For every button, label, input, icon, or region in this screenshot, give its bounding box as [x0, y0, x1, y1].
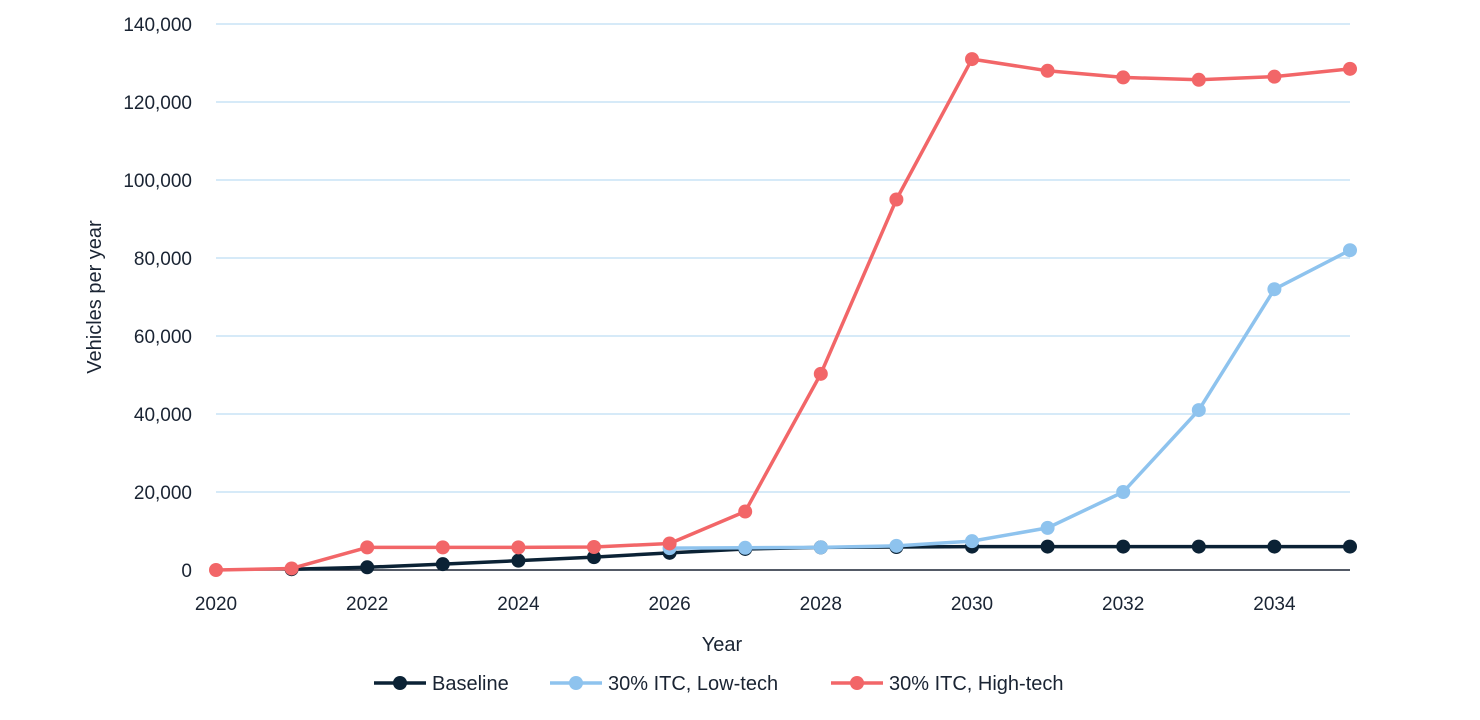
data-point	[1040, 539, 1055, 554]
x-tick-label: 2024	[497, 594, 540, 615]
data-point	[813, 540, 828, 555]
data-point	[738, 540, 753, 555]
y-tick-label: 60,000	[134, 327, 192, 348]
y-tick-label: 40,000	[134, 405, 192, 426]
data-point	[1267, 69, 1282, 84]
series-line	[214, 57, 1352, 572]
x-tick-label: 2022	[346, 594, 388, 615]
y-tick-label: 100,000	[123, 171, 192, 192]
data-point	[1116, 70, 1131, 85]
x-tick-label: 2028	[800, 594, 842, 615]
y-tick-label: 120,000	[123, 93, 192, 114]
data-point	[662, 536, 677, 551]
data-point	[738, 504, 753, 519]
series-line	[667, 248, 1352, 550]
data-point	[1343, 539, 1357, 554]
data-point	[435, 557, 450, 572]
data-point	[1116, 539, 1131, 554]
legend-item-3: 30% ITC, High-tech	[831, 673, 1064, 695]
legend-label: Baseline	[432, 673, 509, 695]
data-point	[1040, 63, 1055, 78]
data-point	[209, 563, 223, 577]
data-point	[965, 534, 979, 549]
x-tick-label: 2034	[1253, 594, 1296, 615]
data-point	[889, 192, 904, 207]
x-axis-title: Year	[702, 634, 743, 656]
data-point	[284, 561, 299, 576]
y-tick-label: 80,000	[134, 249, 192, 270]
legend-label: 30% ITC, Low-tech	[608, 673, 778, 695]
gridlines	[216, 23, 1350, 493]
legend: Baseline 30% ITC, Low-tech 30% ITC, High-t…	[374, 673, 1064, 695]
axes: 0 20,000 40,000 60,000 80,000 100,000 120,000 1…	[123, 15, 1350, 615]
data-point	[1116, 485, 1131, 499]
series-3	[209, 52, 1357, 577]
data-point	[1267, 539, 1282, 554]
legend-label: 30% ITC, High-tech	[889, 673, 1064, 695]
legend-swatch-marker	[569, 676, 583, 690]
data-point	[1191, 72, 1206, 87]
data-point	[1343, 61, 1357, 76]
data-point	[587, 550, 601, 565]
data-point	[435, 540, 450, 555]
data-point	[889, 538, 904, 553]
data-point	[813, 366, 828, 381]
data-point	[1040, 520, 1055, 535]
y-tick-label: 140,000	[123, 15, 192, 36]
x-tick-label: 2026	[648, 594, 690, 615]
legend-swatch-marker	[393, 676, 407, 690]
x-tick-label: 2032	[1102, 594, 1144, 615]
data-point	[587, 539, 601, 554]
legend-item-1: Baseline	[374, 673, 509, 695]
data-point	[360, 560, 375, 575]
data-point	[1191, 539, 1206, 554]
data-point	[511, 553, 526, 568]
x-tick-label: 2020	[195, 594, 237, 615]
data-point	[1343, 243, 1357, 258]
x-tick-label: 2030	[951, 594, 993, 615]
series-group	[209, 52, 1357, 577]
data-point	[1267, 282, 1282, 297]
data-point	[360, 540, 375, 555]
legend-swatch-marker	[850, 676, 864, 690]
data-point	[965, 52, 979, 67]
y-tick-label: 20,000	[134, 483, 192, 504]
legend-item-2: 30% ITC, Low-tech	[550, 673, 778, 695]
series-2	[662, 243, 1357, 556]
y-axis-title: Vehicles per year	[84, 220, 106, 374]
data-point	[1191, 403, 1206, 418]
data-point	[511, 540, 526, 555]
y-tick-label: 0	[181, 561, 192, 582]
